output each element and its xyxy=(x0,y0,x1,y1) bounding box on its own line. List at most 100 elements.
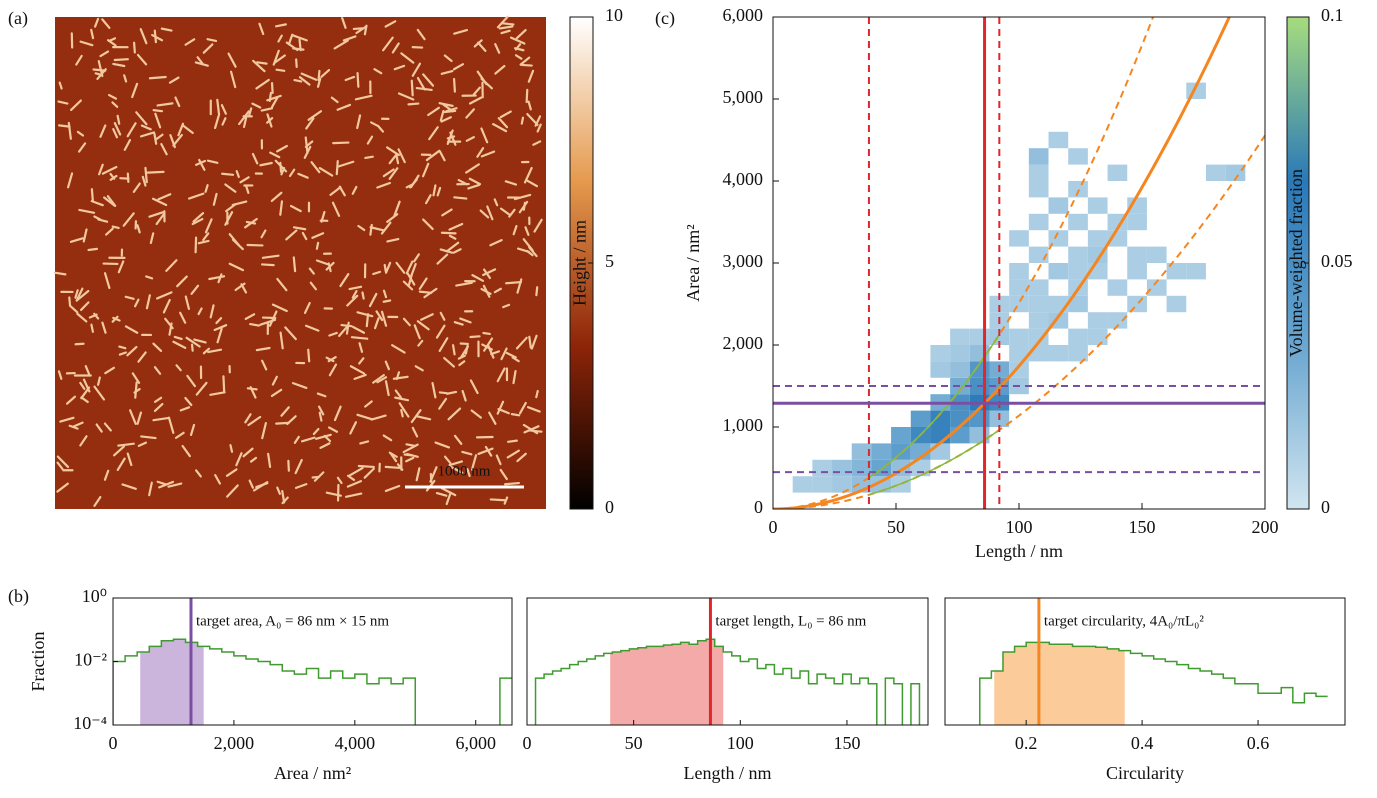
particle xyxy=(221,172,235,176)
particle xyxy=(179,311,187,324)
heatmap-cell xyxy=(1009,295,1029,313)
particle xyxy=(209,391,226,396)
particle xyxy=(160,27,173,32)
particle xyxy=(131,82,139,99)
particle xyxy=(337,160,355,168)
particle xyxy=(190,343,194,352)
shaded-area xyxy=(140,639,204,725)
heatmap-cell xyxy=(1166,263,1187,280)
heatmap-cell xyxy=(1048,131,1069,149)
particle xyxy=(416,415,432,421)
panel-label: (c) xyxy=(655,8,675,29)
particle xyxy=(380,221,392,235)
particle xyxy=(197,307,203,316)
heatmap-cell xyxy=(1186,263,1206,280)
particle xyxy=(453,196,468,200)
heatmap-cell xyxy=(950,427,970,444)
particle xyxy=(126,122,137,138)
particle xyxy=(224,183,237,193)
particle xyxy=(425,149,441,162)
particle xyxy=(185,336,201,348)
particle xyxy=(520,116,525,125)
particle xyxy=(76,312,88,323)
circularity-curve xyxy=(773,17,1155,509)
particle xyxy=(268,310,278,327)
particle xyxy=(70,99,82,112)
particle xyxy=(206,38,218,43)
heatmap-cell xyxy=(1087,230,1108,247)
particle xyxy=(331,201,341,217)
particle xyxy=(112,316,121,322)
heatmap-cell xyxy=(1068,263,1088,280)
particle xyxy=(376,376,388,384)
particle xyxy=(103,422,112,432)
particle xyxy=(416,28,426,41)
particle xyxy=(79,40,94,47)
particle xyxy=(113,58,129,62)
particle xyxy=(249,456,258,463)
heatmap-cell xyxy=(930,427,951,444)
x-axis-label: Area / nm² xyxy=(274,763,351,783)
particle xyxy=(415,467,421,482)
particle xyxy=(502,303,511,309)
particle xyxy=(194,159,207,166)
particle xyxy=(279,161,283,173)
y-axis-label: Area / nm² xyxy=(683,224,703,301)
particle xyxy=(391,344,406,354)
particle xyxy=(214,474,222,485)
particle xyxy=(292,256,297,273)
particle xyxy=(152,416,170,422)
particle xyxy=(148,211,165,218)
particle xyxy=(416,76,426,91)
heatmap-cell xyxy=(1028,328,1049,345)
particle xyxy=(104,366,116,375)
particle xyxy=(82,228,88,243)
particle xyxy=(453,321,464,326)
target-label: target circularity, 4A₀/πL₀² xyxy=(1044,613,1204,629)
x-tick-label: 0.2 xyxy=(1015,733,1038,753)
particle xyxy=(305,117,315,130)
particle xyxy=(173,335,183,341)
particle xyxy=(499,468,508,481)
particle xyxy=(440,116,452,123)
particle xyxy=(162,298,171,314)
particle xyxy=(112,445,125,457)
particle xyxy=(344,75,356,82)
particle xyxy=(395,153,400,165)
particle xyxy=(421,162,430,178)
x-tick-label: 0.4 xyxy=(1131,733,1154,753)
particle xyxy=(206,159,219,164)
heatmap-cell xyxy=(1028,345,1049,362)
particle xyxy=(139,28,148,45)
particle xyxy=(164,317,174,330)
heatmap-cell xyxy=(792,476,813,493)
particle xyxy=(122,212,135,227)
particle xyxy=(480,127,489,144)
particle xyxy=(422,218,434,231)
particle xyxy=(56,482,69,493)
particle xyxy=(251,102,262,109)
heatmap-cell xyxy=(950,345,970,362)
particle xyxy=(397,148,406,164)
x-tick-label: 200 xyxy=(1252,517,1279,537)
particle xyxy=(382,434,393,442)
particle xyxy=(349,365,366,375)
particle xyxy=(338,324,350,337)
x-tick-label: 4,000 xyxy=(335,733,376,753)
particle xyxy=(80,396,89,404)
particle xyxy=(149,232,155,245)
particle xyxy=(244,217,258,229)
particle xyxy=(382,289,388,299)
y-tick-label: 6,000 xyxy=(723,5,764,25)
particle xyxy=(372,270,382,276)
particle xyxy=(504,180,518,186)
particle xyxy=(239,176,250,184)
particle xyxy=(498,25,514,30)
particle xyxy=(181,444,191,458)
particle xyxy=(238,110,250,126)
particle xyxy=(393,64,406,71)
particle xyxy=(357,464,375,469)
particle xyxy=(121,483,137,490)
particle xyxy=(90,188,94,202)
